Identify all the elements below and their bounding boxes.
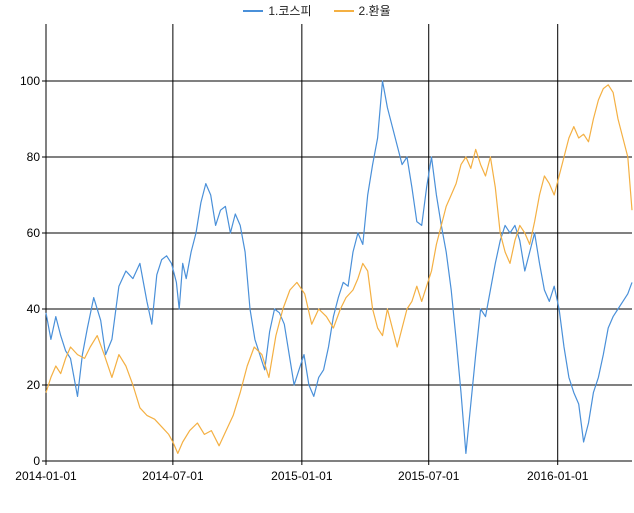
x-tick-label-3: 2015-07-01 <box>398 469 460 483</box>
x-tick-label-2: 2015-01-01 <box>271 469 333 483</box>
y-tick-label-1: 20 <box>27 378 41 392</box>
legend-label-series-1: 1.코스피 <box>268 4 312 18</box>
legend-swatch-series-2 <box>333 9 354 12</box>
series-line-1 <box>45 80 633 454</box>
legend-swatch-series-1 <box>243 9 264 12</box>
x-tick-label-1: 2014-07-01 <box>142 469 204 483</box>
x-tick-label-0: 2014-01-01 <box>15 469 77 483</box>
series-line-2 <box>45 84 633 454</box>
y-tick-label-2: 40 <box>27 302 41 316</box>
legend-item-series-1[interactable]: 1.코스피 <box>243 2 312 19</box>
y-tick-label-0: 0 <box>33 454 40 468</box>
y-tick-label-3: 60 <box>27 226 41 240</box>
legend-item-series-2[interactable]: 2.환율 <box>333 2 391 19</box>
y-tick-label-5: 100 <box>20 74 40 88</box>
y-tick-label-4: 80 <box>27 150 41 164</box>
legend-label-series-2: 2.환율 <box>358 4 391 18</box>
x-tick-label-4: 2016-01-01 <box>527 469 589 483</box>
legend: 1.코스피 2.환율 <box>0 2 634 19</box>
